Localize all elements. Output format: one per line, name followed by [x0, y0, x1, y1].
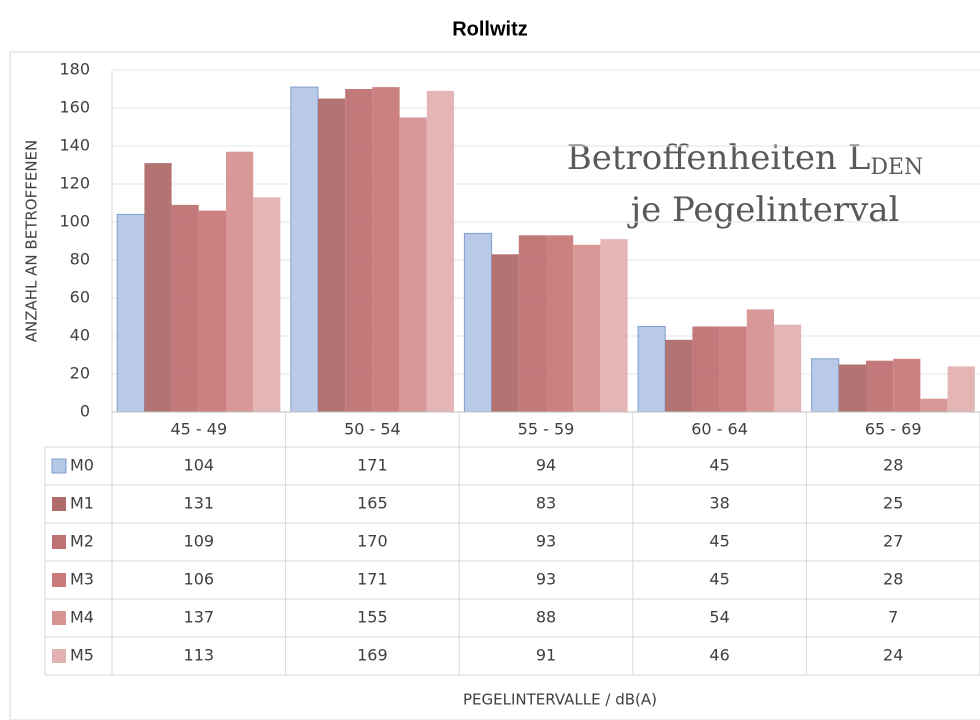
x-tick-label: 60 - 64: [691, 420, 748, 439]
table-cell: 91: [536, 646, 556, 665]
annotation-line2: je Pegelinterval: [627, 190, 900, 230]
x-tick-label: 50 - 54: [344, 420, 401, 439]
bar: [719, 326, 747, 412]
table-cell: 38: [709, 494, 729, 513]
table-cell: 54: [709, 608, 729, 627]
table-cell: 131: [184, 494, 215, 513]
legend-swatch: [52, 649, 66, 663]
bar: [773, 324, 802, 412]
table-cell: 28: [883, 570, 903, 589]
table-cell: 113: [184, 646, 215, 665]
bar: [893, 358, 921, 412]
legend-label: M0: [70, 456, 94, 475]
table-cell: 170: [357, 532, 388, 551]
table-cell: 94: [536, 456, 556, 475]
bar: [692, 326, 720, 412]
y-tick-label: 60: [70, 288, 90, 307]
y-tick-label: 180: [59, 60, 90, 79]
bar: [546, 235, 574, 412]
bar: [171, 204, 199, 412]
bar: [491, 254, 519, 412]
legend-label: M3: [70, 570, 94, 589]
y-tick-label: 20: [70, 364, 90, 383]
annotation-subscript: DEN: [870, 155, 923, 180]
table-cell: 27: [883, 532, 903, 551]
table-cell: 46: [709, 646, 729, 665]
x-axis-label: PEGELINTERVALLE / dB(A): [463, 691, 657, 709]
bar: [866, 360, 894, 412]
bar: [399, 117, 427, 412]
bar: [746, 309, 774, 412]
bar: [318, 98, 346, 412]
bar: [372, 87, 400, 412]
table-cell: 106: [184, 570, 215, 589]
table-cell: 155: [357, 608, 388, 627]
bar: [345, 89, 373, 412]
legend-label: M4: [70, 608, 94, 627]
table-cell: 7: [888, 608, 898, 627]
bar: [838, 364, 867, 412]
bar: [600, 239, 628, 412]
y-tick-label: 0: [80, 402, 90, 421]
bar: [637, 326, 666, 413]
bar: [253, 197, 281, 412]
legend-swatch: [52, 573, 66, 587]
bar: [518, 235, 546, 412]
bar: [198, 210, 226, 412]
chart-border: [9, 51, 980, 720]
table-cell: 83: [536, 494, 556, 513]
y-tick-label: 40: [70, 326, 90, 345]
y-axis-label: ANZAHL AN BETROFFENEN: [23, 140, 41, 343]
bar: [290, 86, 319, 413]
x-tick-label: 45 - 49: [170, 420, 227, 439]
legend-swatch: [51, 458, 67, 474]
y-tick-label: 80: [70, 250, 90, 269]
legend-label: M2: [70, 532, 94, 551]
bar: [665, 339, 693, 412]
table-cell: 25: [883, 494, 903, 513]
bar: [225, 151, 254, 412]
table-cell: 45: [709, 570, 729, 589]
y-tick-label: 140: [59, 136, 90, 155]
y-tick-label: 100: [59, 212, 90, 231]
table-cell: 93: [536, 532, 556, 551]
chart-title: Rollwitz: [452, 18, 528, 40]
table-cell: 93: [536, 570, 556, 589]
table-cell: 171: [357, 570, 388, 589]
bar: [947, 366, 975, 412]
table-cell: 24: [883, 646, 903, 665]
legend-label: M1: [70, 494, 94, 513]
table-cell: 28: [883, 456, 903, 475]
table-cell: 137: [184, 608, 215, 627]
bar: [144, 163, 172, 412]
x-tick-label: 65 - 69: [865, 420, 922, 439]
bar: [811, 358, 840, 413]
legend-label: M5: [70, 646, 94, 665]
table-cell: 109: [184, 532, 215, 551]
x-tick-label: 55 - 59: [518, 420, 575, 439]
legend-swatch: [52, 497, 66, 511]
legend-swatch: [52, 535, 66, 549]
bar: [426, 90, 454, 413]
table-cell: 165: [357, 494, 388, 513]
bar: [573, 244, 601, 412]
table-cell: 88: [536, 608, 556, 627]
legend-swatch: [52, 611, 66, 625]
table-cell: 45: [709, 532, 729, 551]
y-tick-label: 160: [59, 98, 90, 117]
annotation-text: Betroffenheiten L: [567, 138, 871, 178]
y-tick-label: 120: [59, 174, 90, 193]
table-cell: 169: [357, 646, 388, 665]
bar: [463, 232, 493, 413]
table-cell: 171: [357, 456, 388, 475]
bar: [920, 398, 948, 412]
bar: [116, 213, 145, 413]
table-cell: 45: [709, 456, 729, 475]
annotation: Betroffenheiten LDEN: [567, 138, 924, 180]
table-cell: 104: [184, 456, 215, 475]
